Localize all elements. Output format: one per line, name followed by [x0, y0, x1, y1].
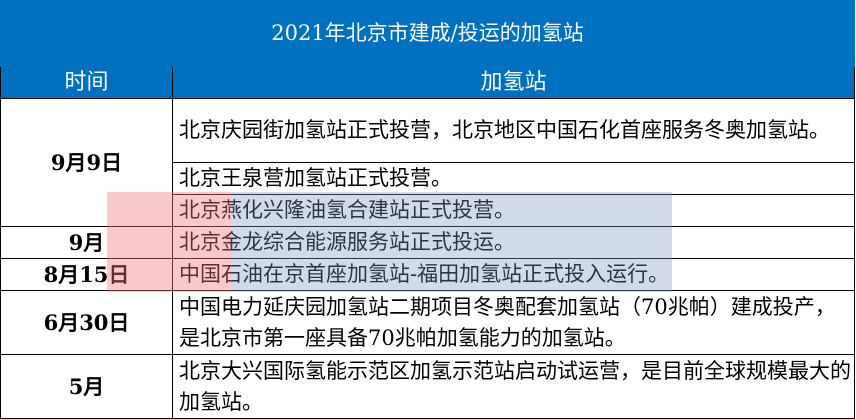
header-station: 加氢站: [172, 66, 855, 99]
station-cell: 北京庆园街加氢站正式投营，北京地区中国石化首座服务冬奥加氢站。: [172, 98, 855, 163]
time-cell: 9月9日: [0, 98, 173, 227]
station-cell: 北京王泉营加氢站正式投营。: [172, 162, 855, 195]
station-cell: 北京金龙综合能源服务站正式投运。: [172, 226, 855, 259]
table-title: 2021年北京市建成/投运的加氢站: [0, 0, 855, 67]
station-cell: 北京大兴国际氢能示范区加氢示范站启动试运营，是目前全球规模最大的加氢站。: [172, 354, 855, 419]
station-cell: 北京燕化兴隆油氢合建站正式投营。: [172, 194, 855, 227]
station-cell: 中国电力延庆园加氢站二期项目冬奥配套加氢站（70兆帕）建成投产，是北京市第一座具…: [172, 290, 855, 355]
time-cell: 5月: [0, 354, 173, 419]
time-cell: 8月15日: [0, 258, 173, 291]
time-cell: 9月: [0, 226, 173, 259]
time-cell: 6月30日: [0, 290, 173, 355]
header-time: 时间: [0, 66, 173, 99]
station-cell: 中国石油在京首座加氢站-福田加氢站正式投入运行。: [172, 258, 855, 291]
